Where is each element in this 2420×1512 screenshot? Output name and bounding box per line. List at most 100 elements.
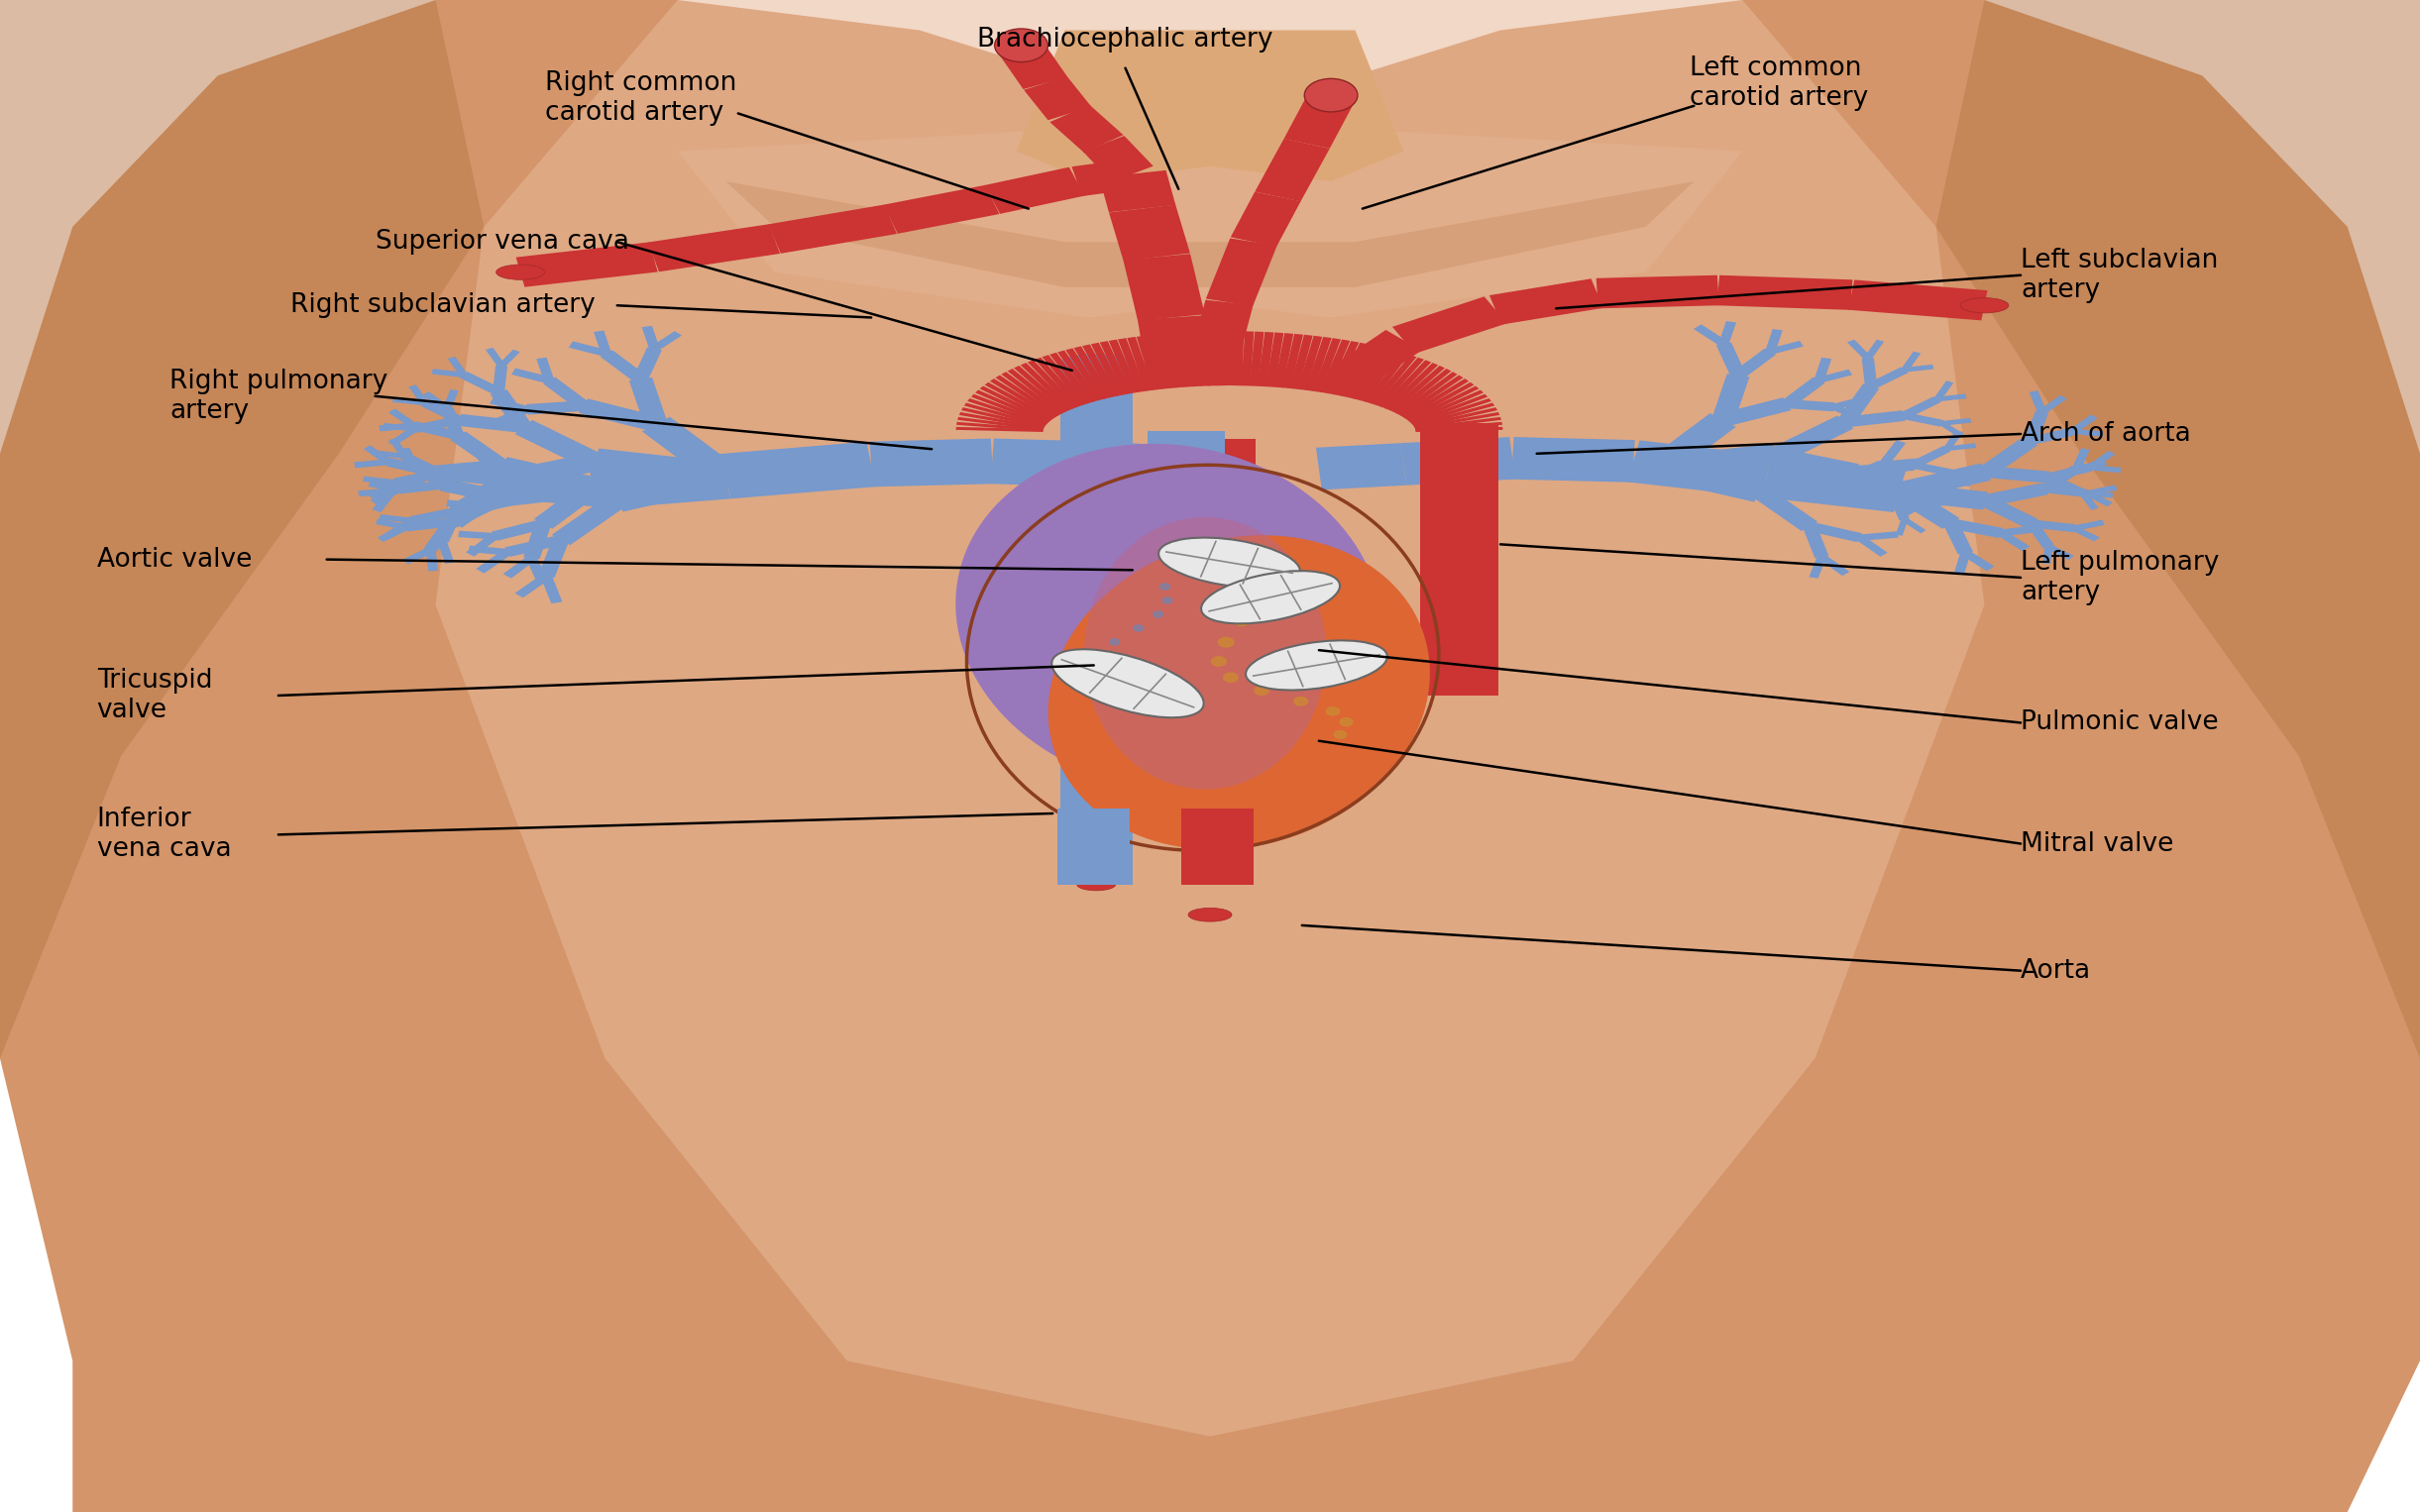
Polygon shape [569, 342, 607, 357]
Polygon shape [455, 467, 496, 478]
Polygon shape [1878, 440, 1907, 466]
Polygon shape [436, 0, 1984, 1436]
Polygon shape [1137, 336, 1162, 390]
Circle shape [1234, 615, 1249, 626]
Circle shape [1111, 640, 1120, 646]
Polygon shape [503, 556, 535, 578]
Polygon shape [1774, 448, 1859, 479]
Polygon shape [1043, 355, 1089, 405]
Ellipse shape [956, 443, 1382, 791]
Polygon shape [1733, 349, 1776, 378]
Polygon shape [593, 331, 612, 354]
Circle shape [1082, 667, 1091, 673]
Polygon shape [387, 458, 436, 476]
Polygon shape [1844, 410, 1905, 428]
Polygon shape [958, 413, 1045, 429]
Polygon shape [1326, 330, 1421, 392]
Polygon shape [1890, 496, 1909, 520]
Polygon shape [1060, 363, 1133, 612]
Polygon shape [1147, 334, 1169, 389]
Polygon shape [457, 414, 525, 432]
Polygon shape [1406, 386, 1479, 422]
Polygon shape [1769, 416, 1854, 463]
Polygon shape [1256, 139, 1329, 201]
Polygon shape [1016, 30, 1404, 181]
Polygon shape [1316, 443, 1406, 490]
Bar [2323, 0, 2420, 1512]
Polygon shape [1152, 476, 1229, 529]
Text: Left pulmonary
artery: Left pulmonary artery [2021, 550, 2219, 605]
Polygon shape [1849, 280, 1987, 321]
Polygon shape [515, 420, 603, 469]
Polygon shape [1370, 355, 1416, 405]
Polygon shape [491, 390, 532, 429]
Polygon shape [1759, 478, 1839, 499]
Ellipse shape [1053, 649, 1203, 718]
Polygon shape [1391, 296, 1508, 354]
Polygon shape [1232, 192, 1300, 246]
Ellipse shape [1960, 298, 2009, 313]
Polygon shape [1943, 522, 1972, 555]
Polygon shape [1905, 364, 1934, 372]
Polygon shape [999, 42, 1067, 89]
Polygon shape [1984, 466, 2050, 482]
Polygon shape [448, 357, 467, 376]
Polygon shape [985, 383, 1053, 420]
Polygon shape [1413, 413, 1500, 429]
Polygon shape [1803, 525, 1830, 558]
Polygon shape [2038, 395, 2067, 414]
Polygon shape [2086, 485, 2118, 496]
Circle shape [1254, 686, 1268, 696]
Polygon shape [2045, 485, 2088, 497]
Polygon shape [390, 408, 416, 428]
Polygon shape [590, 449, 731, 490]
Polygon shape [1108, 204, 1191, 262]
Polygon shape [1050, 104, 1123, 153]
Polygon shape [970, 395, 1048, 425]
Polygon shape [1769, 340, 1803, 354]
Polygon shape [474, 452, 499, 476]
Ellipse shape [1048, 535, 1430, 850]
Polygon shape [1938, 422, 1963, 437]
Polygon shape [1716, 342, 1745, 376]
Circle shape [1341, 718, 1353, 726]
Polygon shape [438, 467, 506, 487]
Circle shape [1133, 624, 1142, 631]
Polygon shape [499, 454, 600, 490]
Polygon shape [641, 417, 741, 484]
Polygon shape [402, 448, 419, 466]
Text: Superior vena cava: Superior vena cava [375, 228, 629, 256]
Polygon shape [1861, 358, 1878, 387]
Polygon shape [1996, 531, 2030, 550]
Text: Left subclavian
artery: Left subclavian artery [2021, 248, 2219, 302]
Polygon shape [1195, 331, 1210, 386]
Polygon shape [537, 487, 620, 508]
Polygon shape [1058, 809, 1130, 885]
Polygon shape [1902, 519, 1926, 534]
Polygon shape [1895, 519, 1907, 535]
Polygon shape [2072, 526, 2101, 541]
Polygon shape [588, 454, 731, 510]
Polygon shape [1181, 809, 1254, 885]
Polygon shape [1024, 77, 1091, 119]
Polygon shape [2042, 546, 2052, 564]
Polygon shape [431, 369, 465, 378]
Polygon shape [1290, 334, 1312, 389]
Polygon shape [956, 426, 1043, 432]
Polygon shape [1099, 342, 1133, 395]
Polygon shape [975, 390, 1050, 423]
Polygon shape [537, 357, 554, 381]
Polygon shape [1341, 345, 1377, 398]
Circle shape [1200, 552, 1217, 562]
Polygon shape [1411, 398, 1491, 426]
Polygon shape [1137, 316, 1215, 376]
Polygon shape [1312, 339, 1341, 392]
Polygon shape [1716, 275, 1854, 310]
Polygon shape [1249, 331, 1263, 386]
Polygon shape [1413, 407, 1498, 428]
Polygon shape [421, 392, 450, 410]
Polygon shape [1304, 337, 1331, 392]
Polygon shape [1353, 348, 1394, 401]
Polygon shape [1856, 535, 1888, 556]
Polygon shape [629, 378, 668, 426]
